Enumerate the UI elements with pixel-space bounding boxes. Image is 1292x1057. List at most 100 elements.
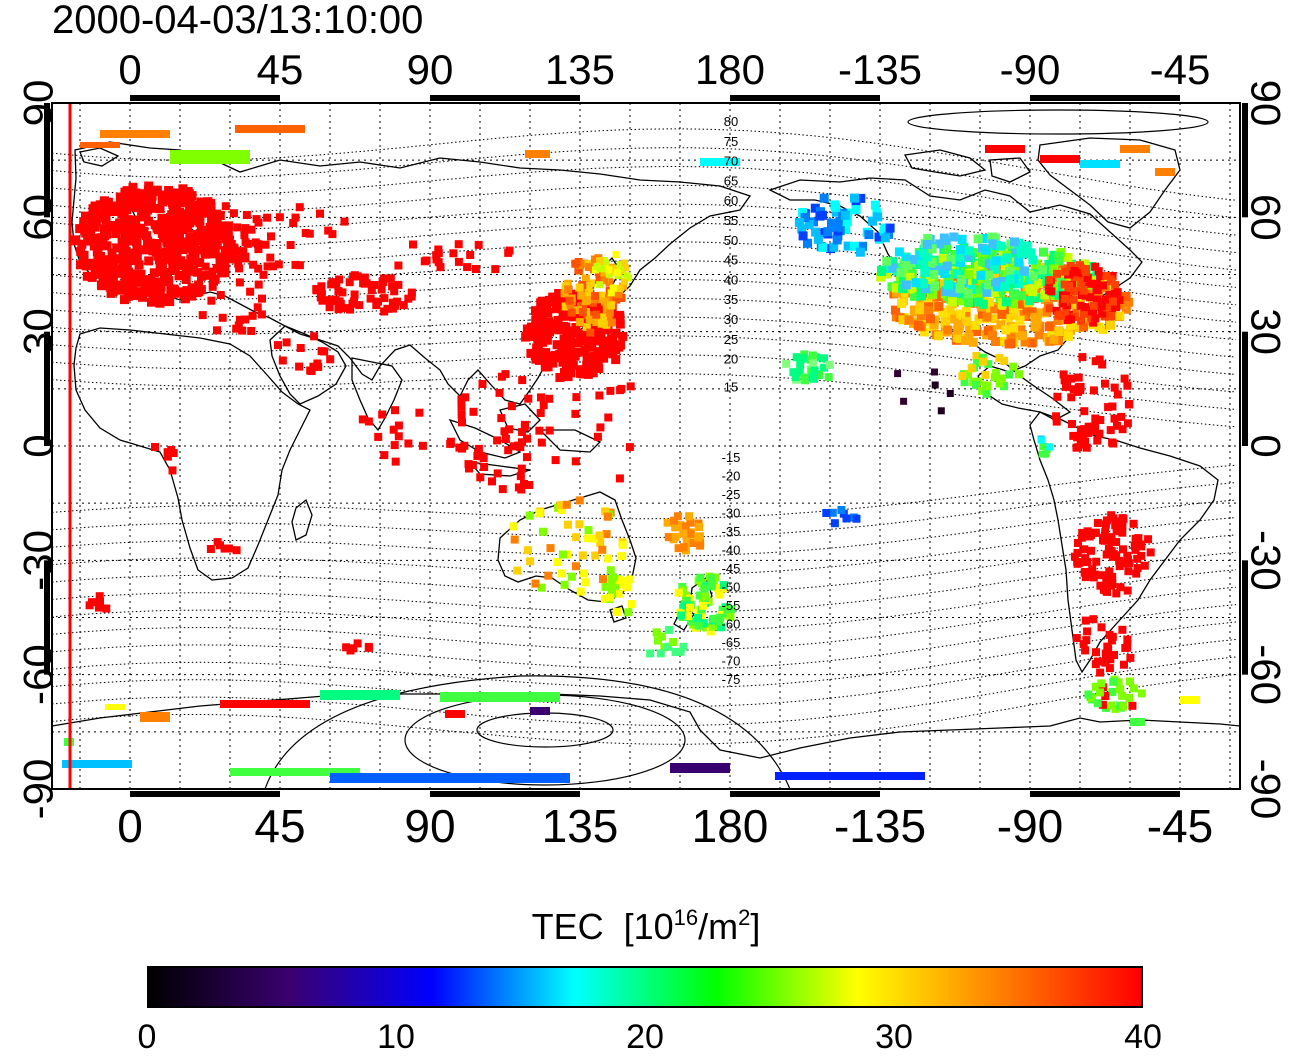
tec-point: [592, 318, 601, 326]
tec-point: [900, 397, 908, 405]
tec-point: [955, 284, 965, 294]
tec-point: [1027, 338, 1037, 348]
tec-point: [246, 287, 255, 296]
tec-point: [571, 323, 581, 332]
tec-point: [611, 328, 621, 338]
contour-label-north: 35: [724, 292, 738, 307]
tec-point: [535, 314, 545, 324]
tec-point: [620, 259, 628, 267]
tec-point: [984, 280, 994, 290]
tec-point: [616, 261, 624, 269]
tec-point: [213, 326, 221, 335]
tec-point: [1005, 370, 1014, 379]
right-lat-label: 30: [1243, 308, 1290, 355]
tec-point: [1011, 245, 1021, 255]
tec-point: [991, 256, 1001, 266]
tec-point: [537, 438, 546, 447]
tec-point: [904, 315, 914, 325]
tec-point: [86, 235, 96, 245]
tec-point: [1110, 414, 1119, 423]
tec-point: [1096, 668, 1105, 677]
tec-point: [1070, 287, 1078, 296]
tec-point: [1079, 322, 1088, 332]
tec-point: [1108, 402, 1117, 411]
tec-point: [1009, 290, 1018, 300]
tec-point: [607, 289, 615, 297]
tec-point: [696, 573, 705, 582]
tec-point: [964, 246, 974, 256]
tec-point: [921, 284, 931, 293]
tec-point: [248, 311, 257, 320]
tec-point: [457, 410, 466, 419]
tec-point: [614, 589, 623, 598]
tec-point: [587, 279, 596, 288]
tec-point: [1109, 677, 1118, 686]
tec-point: [916, 291, 926, 301]
tec-point: [995, 379, 1004, 388]
tec-point: [557, 505, 566, 514]
tec-point: [612, 251, 620, 258]
tec-point: [575, 496, 584, 505]
tec-point: [258, 294, 266, 303]
tec-point: [235, 264, 244, 273]
tec-point: [984, 297, 994, 307]
tec-point: [436, 263, 445, 272]
tec-point: [1054, 336, 1064, 346]
tec-point: [168, 255, 177, 265]
tec-point: [957, 234, 967, 244]
tec-point: [983, 326, 993, 336]
tec-point: [122, 226, 132, 235]
top-lon-label: 0: [118, 46, 141, 93]
tec-point: [531, 354, 541, 364]
tec-point: [464, 460, 473, 469]
tec-point: [552, 304, 561, 314]
tec-point: [1091, 314, 1100, 323]
tec-point: [295, 261, 304, 270]
tec-point: [151, 443, 159, 451]
tec-point: [571, 409, 580, 418]
tec-point: [179, 217, 189, 227]
tec-point: [168, 263, 178, 273]
tec-point: [186, 207, 195, 217]
tec-point: [824, 373, 833, 382]
tec-point: [1061, 309, 1070, 318]
tec-point: [1067, 393, 1076, 402]
tec-point: [1107, 636, 1116, 645]
tec-point: [317, 282, 326, 291]
left-lat-label: 0: [15, 434, 62, 457]
tec-point: [835, 226, 845, 236]
tec-point: [1108, 688, 1117, 696]
tec-point: [799, 354, 808, 363]
tec-point: [211, 225, 220, 234]
tec-point: [1061, 267, 1070, 276]
tec-point: [792, 353, 801, 362]
tec-point: [1045, 276, 1054, 285]
tec-point: [553, 558, 562, 566]
contour-line: [52, 260, 1237, 323]
colorbar-unit-pre: [10: [623, 906, 674, 947]
tec-point: [607, 318, 616, 327]
tec-point: [316, 209, 324, 218]
tec-point: [1022, 241, 1032, 251]
tec-point: [819, 193, 829, 203]
tec-point: [583, 369, 593, 379]
tec-point: [189, 249, 199, 259]
tec-point: [1053, 269, 1061, 278]
tec-block: [330, 773, 570, 783]
bottom-lon-label: 45: [254, 800, 305, 852]
tec-point: [902, 254, 912, 264]
tec-point: [615, 319, 625, 329]
contour-line: [52, 621, 1237, 689]
tec-point: [999, 336, 1009, 346]
tec-point: [157, 259, 167, 269]
tec-point: [163, 269, 172, 279]
tec-point: [249, 260, 258, 269]
tec-block: [105, 704, 125, 710]
tec-point: [595, 335, 605, 345]
tec-point: [1053, 316, 1063, 326]
tec-block: [1040, 155, 1080, 163]
tec-point: [216, 262, 226, 272]
contour-line: [52, 517, 1237, 576]
tec-point: [390, 287, 399, 296]
tec-point: [567, 308, 576, 317]
